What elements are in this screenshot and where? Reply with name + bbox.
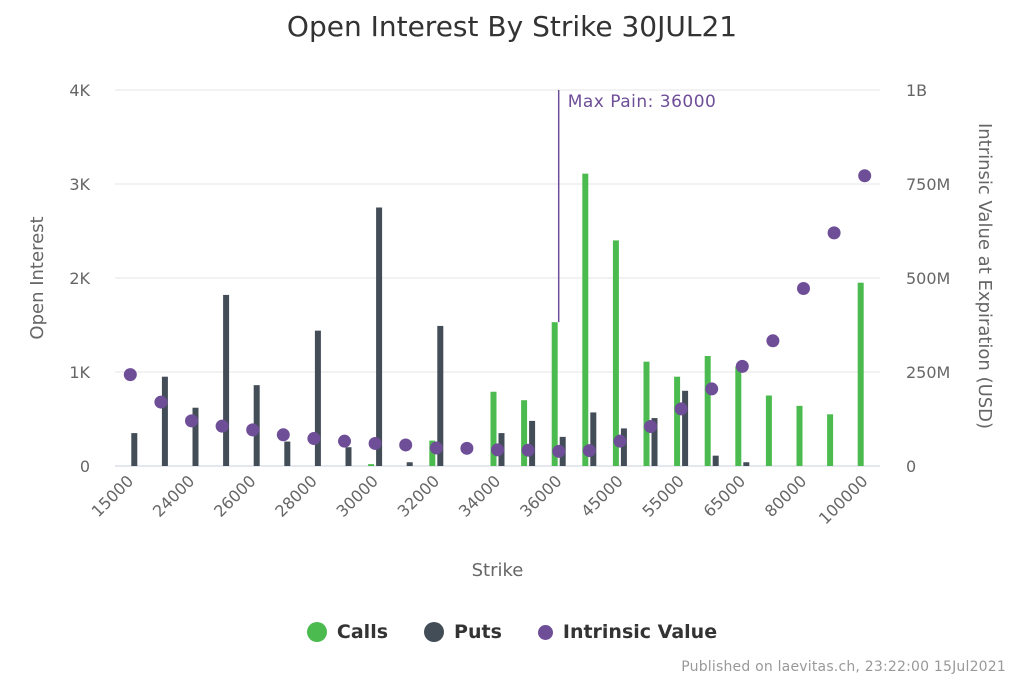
intrinsic-value-point [521, 443, 535, 457]
x-tick-label: 15000 [88, 471, 137, 520]
y2-tick-label: 1B [906, 81, 927, 100]
calls-swatch-icon [306, 622, 327, 642]
y2-tick-label: 500M [906, 269, 950, 288]
intrinsic-value-swatch-icon [537, 624, 553, 640]
intrinsic-value-point [797, 282, 810, 296]
puts-bar [376, 207, 383, 466]
y2-tick-label: 750M [906, 175, 950, 194]
y-tick-label: 4K [69, 81, 90, 100]
puts-bar [161, 376, 168, 466]
calls-bar [704, 356, 711, 466]
puts-bar [682, 390, 689, 466]
intrinsic-value-point [674, 402, 688, 416]
puts-bar [651, 418, 658, 466]
intrinsic-value-point [735, 359, 749, 373]
puts-bar [345, 447, 352, 466]
intrinsic-value-point [368, 436, 382, 450]
x-tick-label: 100000 [815, 471, 872, 528]
y2-tick-label: 0 [906, 457, 916, 476]
intrinsic-value-point [246, 423, 260, 437]
intrinsic-value-point [123, 368, 137, 382]
y2-tick-label: 250M [906, 363, 950, 382]
puts-bar [743, 462, 750, 466]
puts-bar [406, 462, 413, 466]
x-tick-label: 28000 [271, 471, 320, 520]
puts-bar [284, 441, 291, 466]
intrinsic-value-point [827, 226, 841, 240]
calls-bar [368, 464, 375, 466]
puts-bar [437, 325, 444, 466]
y2-axis-title: Intrinsic Value at Expiration (USD) [974, 123, 995, 429]
x-tick-label: 65000 [700, 471, 749, 520]
calls-bar [643, 361, 650, 466]
x-tick-label: 34000 [455, 471, 504, 520]
x-tick-label: 36000 [516, 471, 565, 520]
intrinsic-value-point [276, 428, 290, 442]
intrinsic-value-point [429, 441, 443, 455]
legend-item-intrinsic-value[interactable]: Intrinsic Value [537, 621, 718, 643]
legend-item-calls[interactable]: Calls [306, 621, 389, 643]
legend-item-puts[interactable]: Puts [424, 621, 502, 643]
intrinsic-value-point [154, 395, 168, 409]
puts-bar [223, 294, 230, 466]
x-tick-label: 24000 [149, 471, 198, 520]
calls-bar [582, 173, 589, 466]
calls-bar [765, 395, 772, 466]
puts-bar [712, 455, 719, 466]
intrinsic-value-point [460, 441, 474, 455]
y-tick-label: 0 [80, 457, 90, 476]
y-tick-label: 1K [69, 363, 90, 382]
legend-label-calls: Calls [336, 621, 389, 643]
calls-bar [857, 282, 864, 466]
intrinsic-value-point [613, 434, 627, 448]
published-credit: Published on laevitas.ch, 23:22:00 15Jul… [681, 659, 1006, 675]
calls-bar [551, 322, 558, 466]
x-tick-label: 30000 [332, 471, 381, 520]
puts-bar [192, 407, 199, 466]
y-tick-label: 2K [69, 269, 90, 288]
calls-bar [827, 414, 834, 466]
calls-bar [674, 376, 681, 466]
puts-swatch-icon [424, 622, 445, 642]
intrinsic-value-point [307, 432, 321, 446]
intrinsic-value-point [185, 414, 198, 428]
max-pain-label: Max Pain: 36000 [568, 92, 717, 112]
x-tick-label: 45000 [577, 471, 626, 520]
puts-bar [590, 412, 597, 466]
x-tick-label: 55000 [638, 471, 687, 520]
y-tick-label: 3K [69, 175, 90, 194]
puts-bar [131, 433, 138, 466]
intrinsic-value-point [215, 419, 229, 433]
calls-bar [490, 391, 497, 466]
calls-bar [429, 440, 436, 466]
intrinsic-value-point [705, 382, 719, 396]
puts-bar [314, 330, 321, 466]
calls-bar [796, 405, 803, 466]
intrinsic-value-point [858, 169, 872, 183]
intrinsic-value-point [338, 434, 351, 448]
intrinsic-value-point [766, 334, 780, 348]
x-tick-label: 80000 [761, 471, 810, 520]
y-axis-title: Open Interest [27, 216, 48, 339]
chart-title: Open Interest By Strike 30JUL21 [286, 10, 738, 43]
legend-label-intrinsic-value: Intrinsic Value [562, 621, 718, 643]
puts-bar [620, 428, 627, 466]
intrinsic-value-point [399, 438, 413, 452]
x-tick-label: 32000 [394, 471, 443, 520]
intrinsic-value-point [552, 444, 566, 458]
intrinsic-value-point [644, 420, 657, 434]
calls-bar [521, 400, 528, 466]
x-axis-title: Strike [472, 560, 524, 581]
puts-bar [529, 420, 536, 466]
calls-bar [612, 240, 619, 466]
intrinsic-value-point [582, 444, 596, 458]
intrinsic-value-point [491, 443, 504, 457]
calls-bar [735, 366, 742, 466]
legend: Calls Puts Intrinsic Value [0, 617, 1024, 647]
legend-label-puts: Puts [454, 621, 502, 643]
x-tick-label: 26000 [210, 471, 259, 520]
